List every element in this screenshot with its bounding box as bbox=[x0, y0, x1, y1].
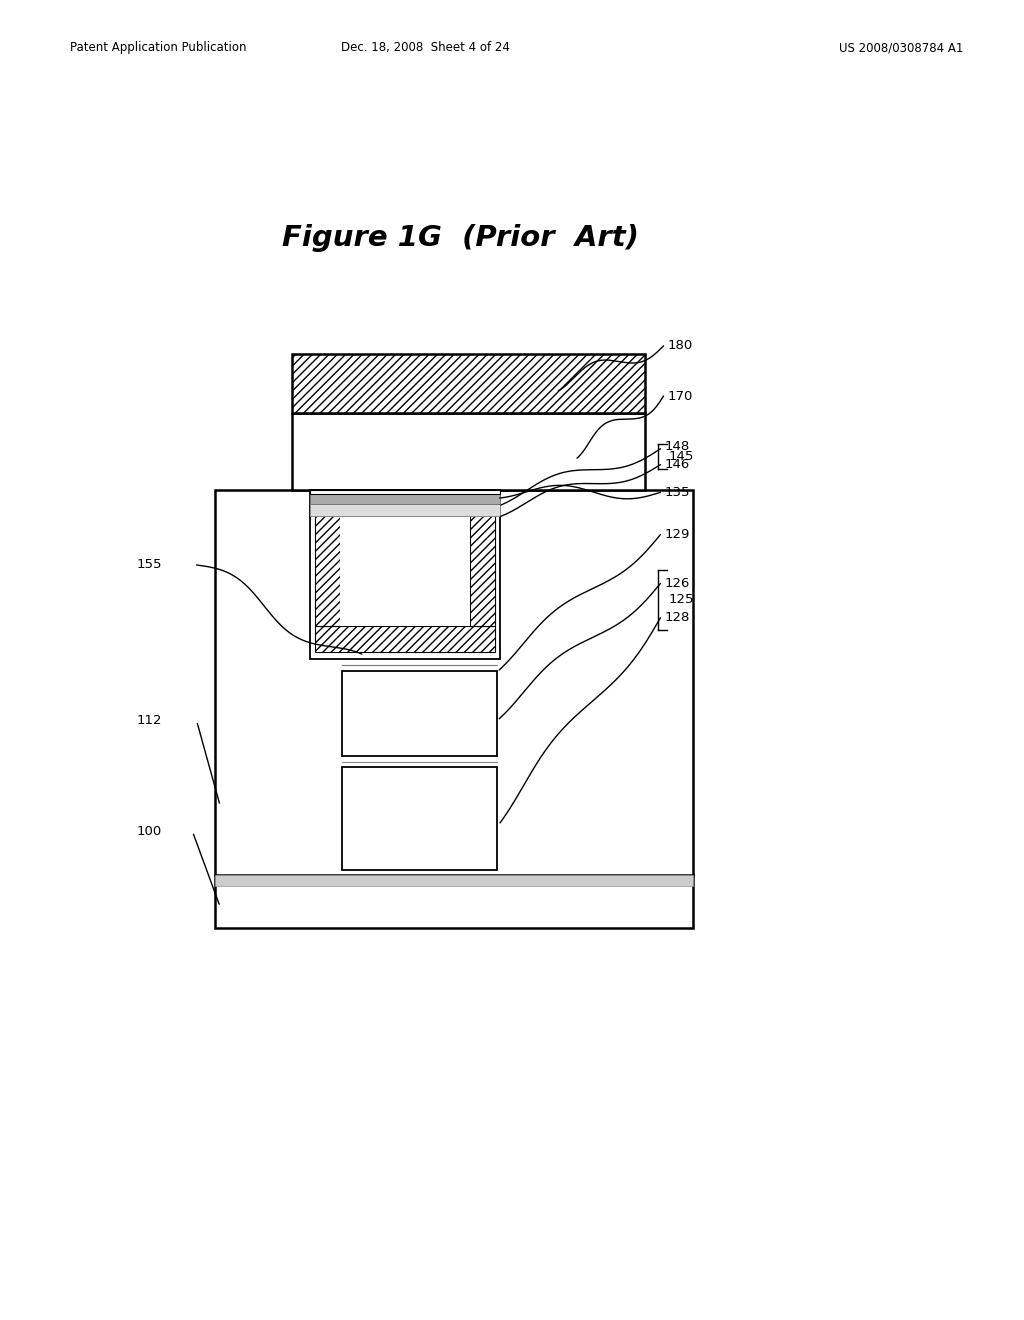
Text: 135: 135 bbox=[665, 486, 690, 499]
Bar bbox=[215, 490, 693, 875]
Text: 112: 112 bbox=[136, 714, 162, 727]
Text: 170: 170 bbox=[668, 389, 693, 403]
Bar bbox=[315, 626, 495, 652]
Text: 129: 129 bbox=[665, 528, 690, 541]
Bar bbox=[215, 875, 693, 886]
Bar bbox=[340, 496, 470, 626]
Text: 146: 146 bbox=[665, 458, 690, 471]
Bar bbox=[342, 671, 497, 756]
Text: Dec. 18, 2008  Sheet 4 of 24: Dec. 18, 2008 Sheet 4 of 24 bbox=[341, 41, 509, 54]
Bar bbox=[310, 490, 500, 494]
Text: 155: 155 bbox=[136, 558, 162, 572]
Bar bbox=[292, 354, 645, 413]
Text: 100: 100 bbox=[136, 825, 162, 838]
Text: 126: 126 bbox=[665, 577, 690, 590]
Text: 145: 145 bbox=[669, 450, 694, 462]
Text: Patent Application Publication: Patent Application Publication bbox=[70, 41, 246, 54]
Bar bbox=[310, 490, 500, 659]
Bar bbox=[310, 504, 500, 516]
Text: 125: 125 bbox=[669, 594, 694, 606]
Bar bbox=[315, 496, 340, 626]
Text: US 2008/0308784 A1: US 2008/0308784 A1 bbox=[839, 41, 964, 54]
Bar bbox=[292, 413, 645, 490]
Bar bbox=[310, 494, 500, 504]
Text: 148: 148 bbox=[665, 440, 690, 453]
Bar bbox=[215, 875, 693, 928]
Text: 128: 128 bbox=[665, 611, 690, 624]
Bar bbox=[342, 767, 497, 870]
Text: 180: 180 bbox=[668, 339, 693, 352]
Text: Figure 1G  (Prior  Art): Figure 1G (Prior Art) bbox=[283, 223, 639, 252]
Bar bbox=[470, 496, 495, 626]
